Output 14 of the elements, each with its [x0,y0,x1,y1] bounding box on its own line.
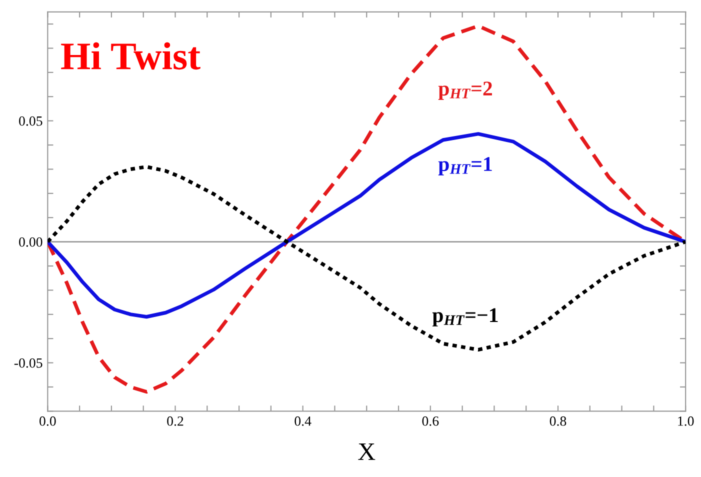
x-tick-label: 0.0 [40,416,56,426]
y-tick-label: 0.05 [19,116,42,126]
x-axis-title: X [358,443,376,460]
y-tick-label: -0.05 [14,358,42,368]
x-tick-label: 0.2 [167,416,184,426]
x-tick-label: 1.0 [678,416,694,426]
series-label: p$_{HT}$=−1 [432,308,498,326]
series-label: p$_{HT}$=1 [438,157,492,176]
series-label: p$_{HT}$=2 [438,82,492,100]
x-tick-label: 0.4 [294,416,312,426]
y-tick-label: 0.00 [19,237,42,247]
annotation: Hi Twist [61,42,200,70]
x-tick-label: 0.8 [550,416,566,426]
x-tick-label: 0.6 [422,416,439,426]
